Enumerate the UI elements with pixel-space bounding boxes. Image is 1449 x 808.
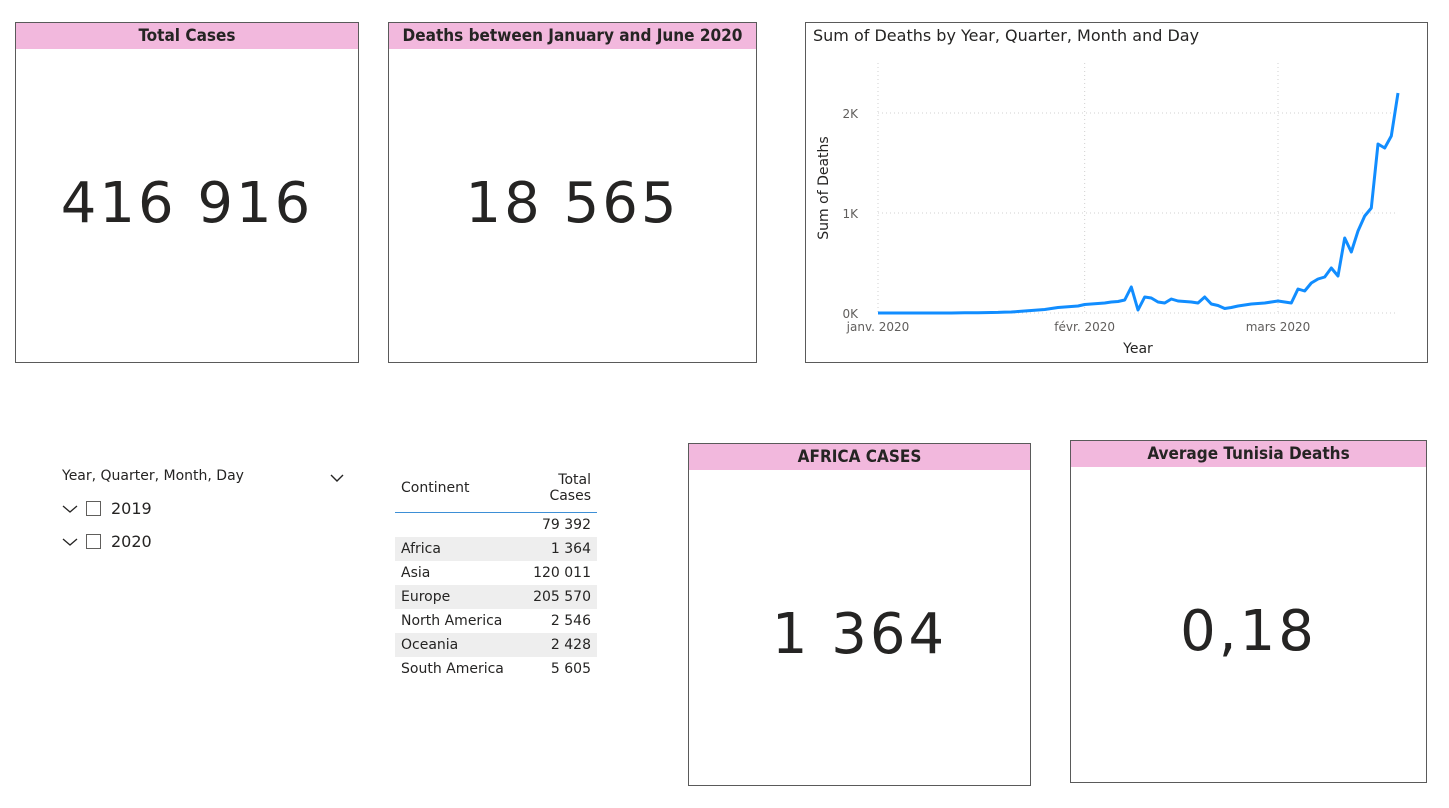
card-title: Total Cases xyxy=(16,23,358,49)
y-axis-title: Sum of Deaths xyxy=(816,136,832,239)
table-cell xyxy=(395,513,511,538)
card-title: Average Tunisia Deaths xyxy=(1071,441,1426,467)
table-row[interactable]: Europe 205 570 xyxy=(395,585,597,609)
chart-plot: 0K 1K 2K janv. 2020 févr. 2020 mars 2020 Year S… xyxy=(816,63,1400,357)
date-hierarchy-slicer: Year, Quarter, Month, Day 2019 2020 xyxy=(62,468,347,558)
total-cases-card[interactable]: Total Cases 416 916 xyxy=(15,22,359,363)
table-row[interactable]: Africa 1 364 xyxy=(395,537,597,561)
table-row[interactable]: 79 392 xyxy=(395,513,597,538)
table-row[interactable]: South America 5 605 xyxy=(395,657,597,681)
column-header-continent[interactable]: Continent xyxy=(395,467,511,513)
deaths-line-chart[interactable]: Sum of Deaths by Year, Quarter, Month an… xyxy=(805,22,1428,363)
table-header-row: Continent Total Cases xyxy=(395,467,597,513)
card-value: 18 565 xyxy=(465,171,680,236)
slicer-item-2020[interactable]: 2020 xyxy=(62,525,347,558)
table-cell: Africa xyxy=(395,537,511,561)
table-cell: 120 011 xyxy=(533,565,591,581)
table-cell: 205 570 xyxy=(511,585,597,609)
series-line xyxy=(878,92,1400,315)
slicer-item-label: 2019 xyxy=(111,499,152,518)
table-cell: South America xyxy=(401,661,504,677)
slicer-item-2019[interactable]: 2019 xyxy=(62,492,347,525)
x-tick-label: janv. 2020 xyxy=(846,320,910,334)
slicer-title: Year, Quarter, Month, Day xyxy=(62,468,244,484)
slicer-item-label: 2020 xyxy=(111,532,152,551)
checkbox[interactable] xyxy=(86,501,101,516)
chevron-down-icon[interactable] xyxy=(62,532,78,551)
chart-title: Sum of Deaths by Year, Quarter, Month an… xyxy=(813,26,1200,45)
deaths-jan-june-card[interactable]: Deaths between January and June 2020 18 … xyxy=(388,22,757,363)
continent-table: Continent Total Cases 79 392 Africa 1 364… xyxy=(395,467,597,681)
table-cell: 79 392 xyxy=(542,517,591,533)
africa-cases-card[interactable]: AFRICA CASES 1 364 xyxy=(688,443,1031,786)
y-tick-label: 1K xyxy=(842,207,859,221)
chevron-down-icon[interactable] xyxy=(330,468,344,487)
table-row[interactable]: Asia 120 011 xyxy=(395,561,597,585)
table-row[interactable]: Oceania 2 428 xyxy=(395,633,597,657)
y-tick-label: 2K xyxy=(842,107,859,121)
table-row[interactable]: North America 2 546 xyxy=(395,609,597,633)
table-cell: North America xyxy=(401,613,503,629)
card-value: 416 916 xyxy=(60,171,314,236)
table-cell: Asia xyxy=(401,565,431,581)
card-value: 1 364 xyxy=(771,602,948,667)
table-cell: Europe xyxy=(395,585,511,609)
card-title: AFRICA CASES xyxy=(689,444,1030,470)
table-cell: 1 364 xyxy=(511,537,597,561)
card-value: 0,18 xyxy=(1180,599,1317,664)
x-tick-label: mars 2020 xyxy=(1246,320,1311,334)
x-tick-label: févr. 2020 xyxy=(1054,320,1115,334)
chevron-down-icon[interactable] xyxy=(62,499,78,518)
card-title: Deaths between January and June 2020 xyxy=(389,23,756,49)
column-header-total-cases[interactable]: Total Cases xyxy=(511,467,597,513)
table-cell: 5 605 xyxy=(550,661,591,677)
avg-tunisia-deaths-card[interactable]: Average Tunisia Deaths 0,18 xyxy=(1070,440,1427,783)
x-axis-title: Year xyxy=(1122,341,1153,357)
table-cell: 2 428 xyxy=(511,633,597,657)
table-cell: Oceania xyxy=(395,633,511,657)
y-tick-label: 0K xyxy=(842,307,859,321)
checkbox[interactable] xyxy=(86,534,101,549)
table-cell: 2 546 xyxy=(550,613,591,629)
